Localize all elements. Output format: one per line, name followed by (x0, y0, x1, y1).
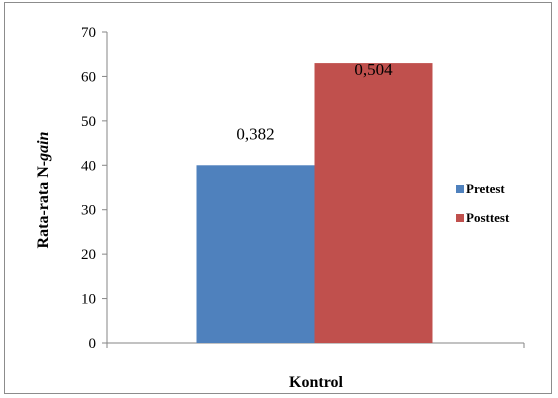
y-tick-label: 50 (81, 114, 96, 130)
y-tick-label: 10 (81, 292, 96, 308)
bar-posttest (314, 63, 433, 343)
y-tick-label: 60 (81, 69, 96, 85)
y-tick-label: 30 (81, 203, 96, 219)
data-label-pretest: 0,382 (236, 124, 274, 143)
y-tick-label: 70 (81, 25, 96, 41)
legend-label-pretest: Pretest (466, 181, 505, 196)
data-label-posttest: 0,504 (354, 60, 393, 79)
legend-swatch-pretest (456, 185, 464, 193)
y-axis-title: Rata-rata N-gain (35, 131, 52, 248)
y-tick-label: 20 (81, 247, 96, 263)
bar-pretest (196, 165, 315, 343)
x-axis-title: Kontrol (289, 374, 343, 391)
legend-label-posttest: Posttest (466, 210, 510, 225)
y-tick-label: 0 (89, 336, 97, 352)
legend-swatch-posttest (456, 214, 464, 222)
y-tick-label: 40 (81, 158, 96, 174)
